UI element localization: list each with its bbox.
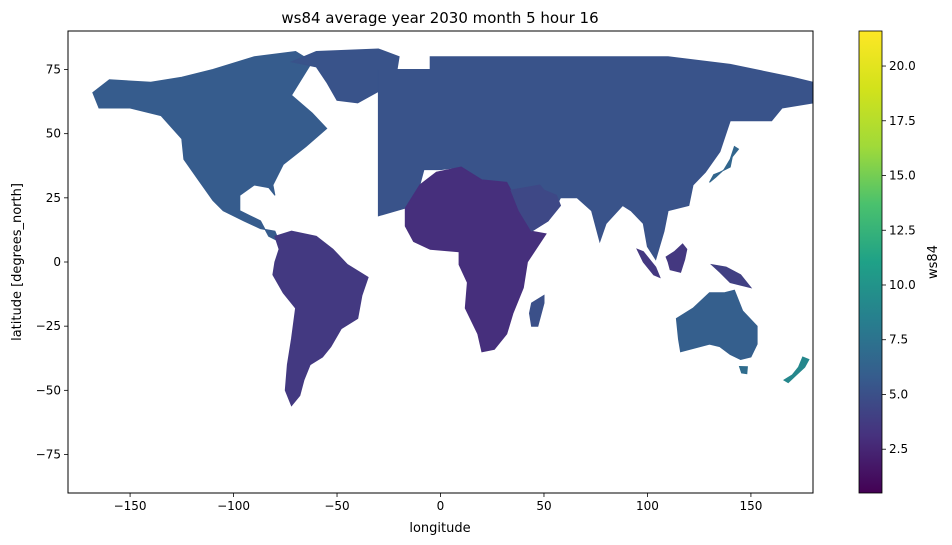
colorbar-tick-label: 17.5 [889,114,916,128]
y-tick-label: 25 [46,191,61,205]
chart-title: ws84 average year 2030 month 5 hour 16 [281,9,598,27]
map-region-2 [272,230,369,407]
colorbar-label: ws84 [926,245,941,279]
x-tick-label: 50 [536,499,551,513]
map-regions [92,48,814,407]
colorbar-tick-label: 2.5 [889,442,908,456]
y-tick-label: −50 [36,383,61,397]
colorbar-ticks: 2.5 5.0 7.5 10.0 12.5 15.0 17.5 20.0 [882,59,916,456]
map-region-6 [510,184,562,232]
x-axis-label: longitude [409,521,470,536]
y-tick-label: −25 [36,319,61,333]
y-tick-label: −75 [36,448,61,462]
x-axis-ticks: −150 −100 −50 0 50 100 150 [114,493,762,513]
y-axis-label: latitude [degrees_north] [10,183,25,341]
map-region-9 [665,243,688,273]
map-region-8 [738,365,748,375]
map-region-13 [783,356,810,384]
y-tick-label: 0 [53,255,61,269]
colorbar-tick-label: 15.0 [889,169,916,183]
x-tick-label: −150 [114,499,147,513]
colorbar [858,30,883,494]
x-tick-label: 100 [636,499,659,513]
x-tick-label: 0 [437,499,445,513]
y-axis-ticks: −75 −50 −25 0 25 50 75 [36,63,68,462]
map-region-5 [528,294,545,327]
colorbar-tick-label: 7.5 [889,333,908,347]
map-region-11 [710,263,753,289]
map-region-12 [709,145,740,183]
colorbar-tick-label: 10.0 [889,278,916,292]
x-tick-label: −50 [324,499,349,513]
map-region-7 [675,289,758,361]
y-tick-label: 50 [46,127,61,141]
map-region-10 [636,248,661,279]
map-region-1 [289,48,400,104]
colorbar-tick-label: 20.0 [889,59,916,73]
y-tick-label: 75 [46,63,61,77]
map-region-4 [404,166,547,353]
colorbar-tick-label: 5.0 [889,387,908,401]
map-region-0 [92,50,328,243]
x-tick-label: 150 [739,499,762,513]
colorbar-tick-label: 12.5 [889,223,916,237]
x-tick-label: −100 [217,499,250,513]
